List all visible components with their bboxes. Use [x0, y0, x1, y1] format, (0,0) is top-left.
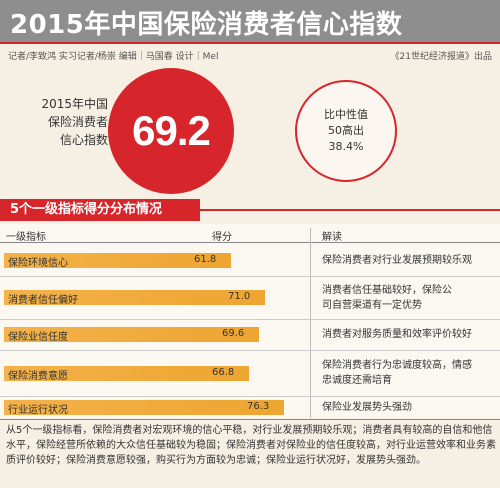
indicator-label: 消费者信任偏好 [8, 295, 78, 306]
publisher: 《21世纪经济报道》出品 [390, 52, 492, 62]
score-bar [4, 366, 249, 381]
column-divider [310, 228, 311, 418]
index-value: 69.2 [132, 107, 211, 154]
comparison-line: 50高出 [328, 124, 364, 137]
section-rule [200, 209, 500, 211]
row-divider [0, 350, 500, 351]
interpretation-line: 保险消费者对行业发展预期较乐观 [322, 255, 472, 266]
col-header-score: 得分 [212, 232, 232, 243]
title-bar: 2015年中国保险消费者信心指数 [0, 0, 500, 44]
header-divider [0, 242, 500, 243]
score-value: 69.6 [222, 328, 245, 339]
interpretation-text: 消费者信任基础较好，保险公 司自营渠道有一定优势 [322, 283, 494, 313]
comparison-circle: 比中性值 50高出 38.4% [295, 80, 397, 182]
interpretation-text: 保险消费者对行业发展预期较乐观 [322, 253, 494, 268]
score-bar [4, 327, 259, 342]
comparison-line: 38.4% [328, 140, 364, 153]
indicator-label: 保险业信任度 [8, 332, 68, 343]
interpretation-text: 保险业发展势头强劲 [322, 400, 494, 415]
score-value: 61.8 [194, 254, 217, 265]
index-label-line: 保险消费者 [47, 115, 108, 129]
credits: 记者/李致鸿 实习记者/杨崇 编辑｜马国春 设计｜Mel [8, 52, 219, 62]
index-label-line: 信心指数 [59, 133, 108, 147]
indicator-label: 保险消费意愿 [8, 371, 68, 382]
indicator-label: 保险环境信心 [8, 258, 68, 269]
index-value-circle: 69.2 [108, 68, 234, 194]
index-label: 2015年中国 保险消费者 信心指数 [18, 95, 108, 149]
interpretation-line: 保险业发展势头强劲 [322, 402, 412, 413]
row-divider [0, 319, 500, 320]
summary-text: 从5个一级指标看，保险消费者对宏观环境的信心平稳，对行业发展预期较乐观；消费者具… [6, 425, 496, 466]
index-label-line: 2015年中国 [41, 97, 108, 111]
interpretation-text: 消费者对服务质量和效率评价较好 [322, 327, 494, 342]
interpretation-line: 保险消费者行为忠诚度较高，情感 [322, 360, 472, 371]
interpretation-line: 消费者信任基础较好，保险公 [322, 285, 452, 296]
indicator-label: 行业运行状况 [8, 405, 68, 416]
table-bottom-rule [0, 419, 500, 420]
section-header: 5个一级指标得分分布情况 [0, 199, 500, 221]
score-bar [4, 290, 265, 305]
score-bar [4, 253, 231, 268]
score-value: 71.0 [228, 291, 251, 302]
col-header-interpretation: 解读 [322, 232, 342, 243]
interpretation-text: 保险消费者行为忠诚度较高，情感 忠诚度还需培育 [322, 358, 494, 388]
section-title: 5个一级指标得分分布情况 [0, 199, 200, 221]
row-divider [0, 276, 500, 277]
score-bar [4, 400, 284, 415]
score-value: 76.3 [247, 401, 270, 412]
page-title: 2015年中国保险消费者信心指数 [10, 10, 403, 40]
col-header-indicator: 一级指标 [6, 232, 46, 243]
row-divider [0, 396, 500, 397]
comparison-line: 比中性值 [324, 108, 368, 121]
interpretation-line: 司自营渠道有一定优势 [322, 300, 422, 311]
interpretation-line: 消费者对服务质量和效率评价较好 [322, 329, 472, 340]
score-value: 66.8 [212, 367, 235, 378]
interpretation-line: 忠诚度还需培育 [322, 375, 392, 386]
